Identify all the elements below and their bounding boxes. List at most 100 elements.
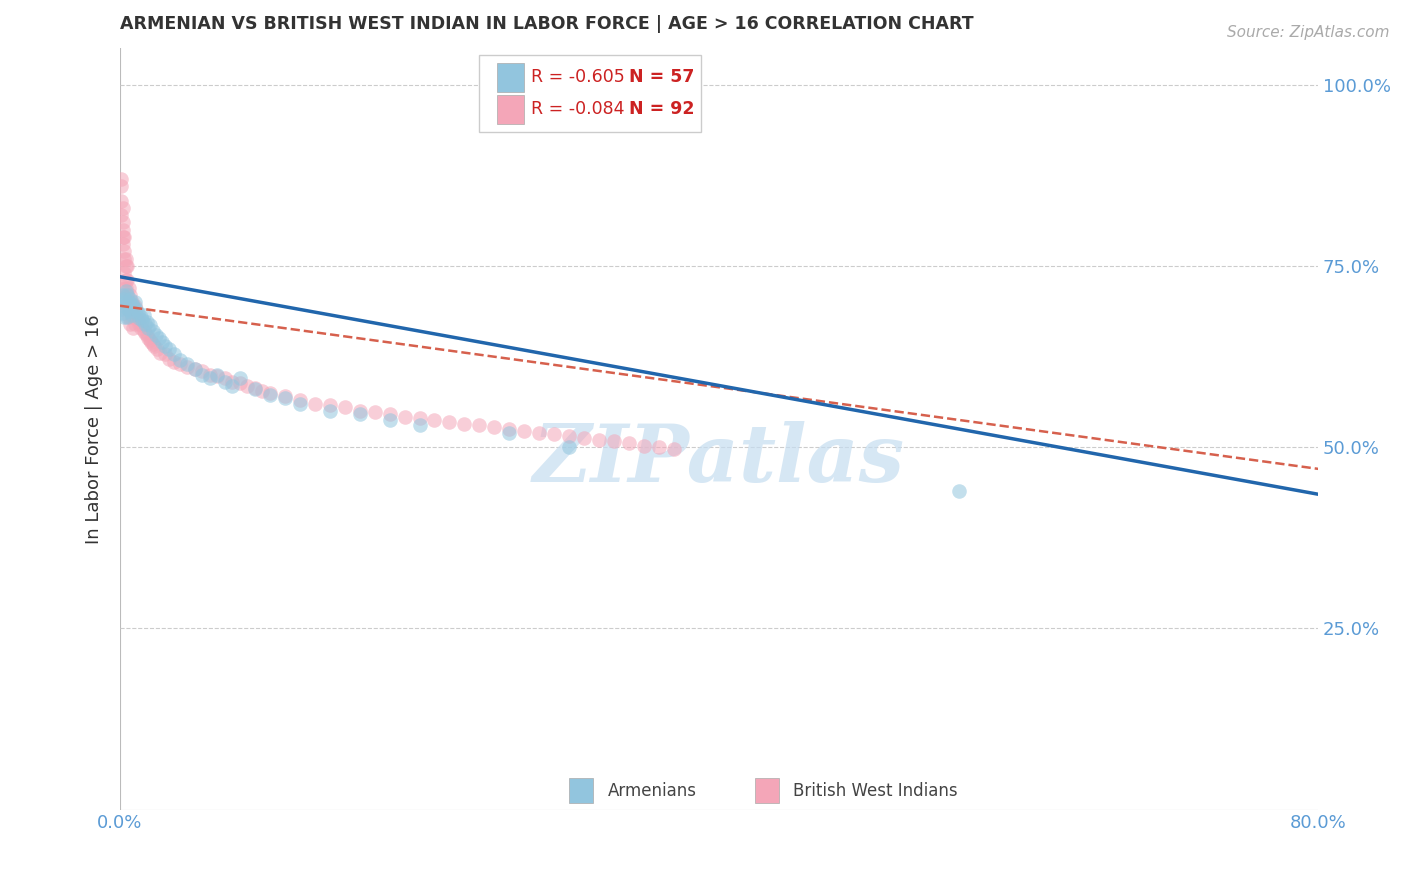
Text: R = -0.605: R = -0.605 [531,69,624,87]
Point [259,388,281,402]
Point [111,215,134,229]
Point [114,244,136,259]
Point [114,230,136,244]
Point [120,317,142,331]
Point [176,357,198,371]
Point [274,391,297,405]
Text: N = 92: N = 92 [630,101,695,119]
Point [120,302,142,317]
Point [127,306,149,320]
Text: British West Indians: British West Indians [793,781,957,799]
Point [648,440,671,454]
Point [121,296,143,310]
Point [117,259,139,273]
Bar [498,62,524,92]
Point [111,222,134,236]
Point [118,295,141,310]
Point [169,357,191,371]
Point [124,295,146,310]
Point [498,422,520,436]
Point [122,320,145,334]
Point [214,371,236,385]
Point [207,368,229,382]
Point [114,280,136,294]
Point [176,360,198,375]
Point [128,317,150,331]
Point [150,334,173,349]
Point [221,378,243,392]
Point [333,401,356,415]
Point [114,252,136,266]
Bar [569,779,593,803]
Point [259,385,281,400]
Point [132,308,155,322]
Bar [755,779,779,803]
Point [423,412,446,426]
Point [125,302,148,317]
Point [135,327,157,342]
Point [125,310,148,324]
Point [157,351,180,366]
Point [169,353,191,368]
Point [603,434,626,449]
Point [453,417,475,431]
Point [120,303,142,318]
Point [117,310,139,324]
Point [135,315,157,329]
Point [288,392,311,407]
Point [588,433,610,447]
Point [394,409,416,424]
Text: Source: ZipAtlas.com: Source: ZipAtlas.com [1226,25,1389,40]
Text: ZIPatlas: ZIPatlas [533,421,905,499]
Point [574,431,596,445]
Point [558,440,581,454]
Point [619,436,641,450]
Point [363,405,385,419]
Point [121,295,143,310]
Point [145,327,167,342]
Point [349,408,371,422]
Point [129,310,152,324]
Y-axis label: In Labor Force | Age > 16: In Labor Force | Age > 16 [86,314,103,544]
Point [117,288,139,302]
Point [115,259,138,273]
Point [111,230,134,244]
Point [142,337,165,351]
Point [149,346,172,360]
Point [110,172,132,186]
Point [198,368,221,382]
Point [948,483,970,498]
Point [191,364,214,378]
Point [529,425,551,440]
Point [131,313,153,327]
Point [122,302,145,317]
Point [115,280,138,294]
Point [124,317,146,331]
FancyBboxPatch shape [479,54,702,132]
Bar [498,95,524,124]
Point [141,334,163,349]
Point [378,408,401,422]
Point [558,429,581,443]
Point [122,299,145,313]
Point [633,439,655,453]
Point [184,361,207,376]
Point [115,252,138,266]
Point [117,299,139,313]
Point [134,317,156,331]
Point [468,418,491,433]
Point [243,382,266,396]
Point [236,378,259,392]
Point [513,424,536,438]
Point [111,237,134,252]
Text: N = 57: N = 57 [630,69,695,87]
Point [143,338,166,352]
Point [207,369,229,384]
Point [349,404,371,418]
Point [121,308,143,322]
Point [184,361,207,376]
Point [198,371,221,385]
Point [118,302,141,317]
Point [304,396,326,410]
Point [153,347,176,361]
